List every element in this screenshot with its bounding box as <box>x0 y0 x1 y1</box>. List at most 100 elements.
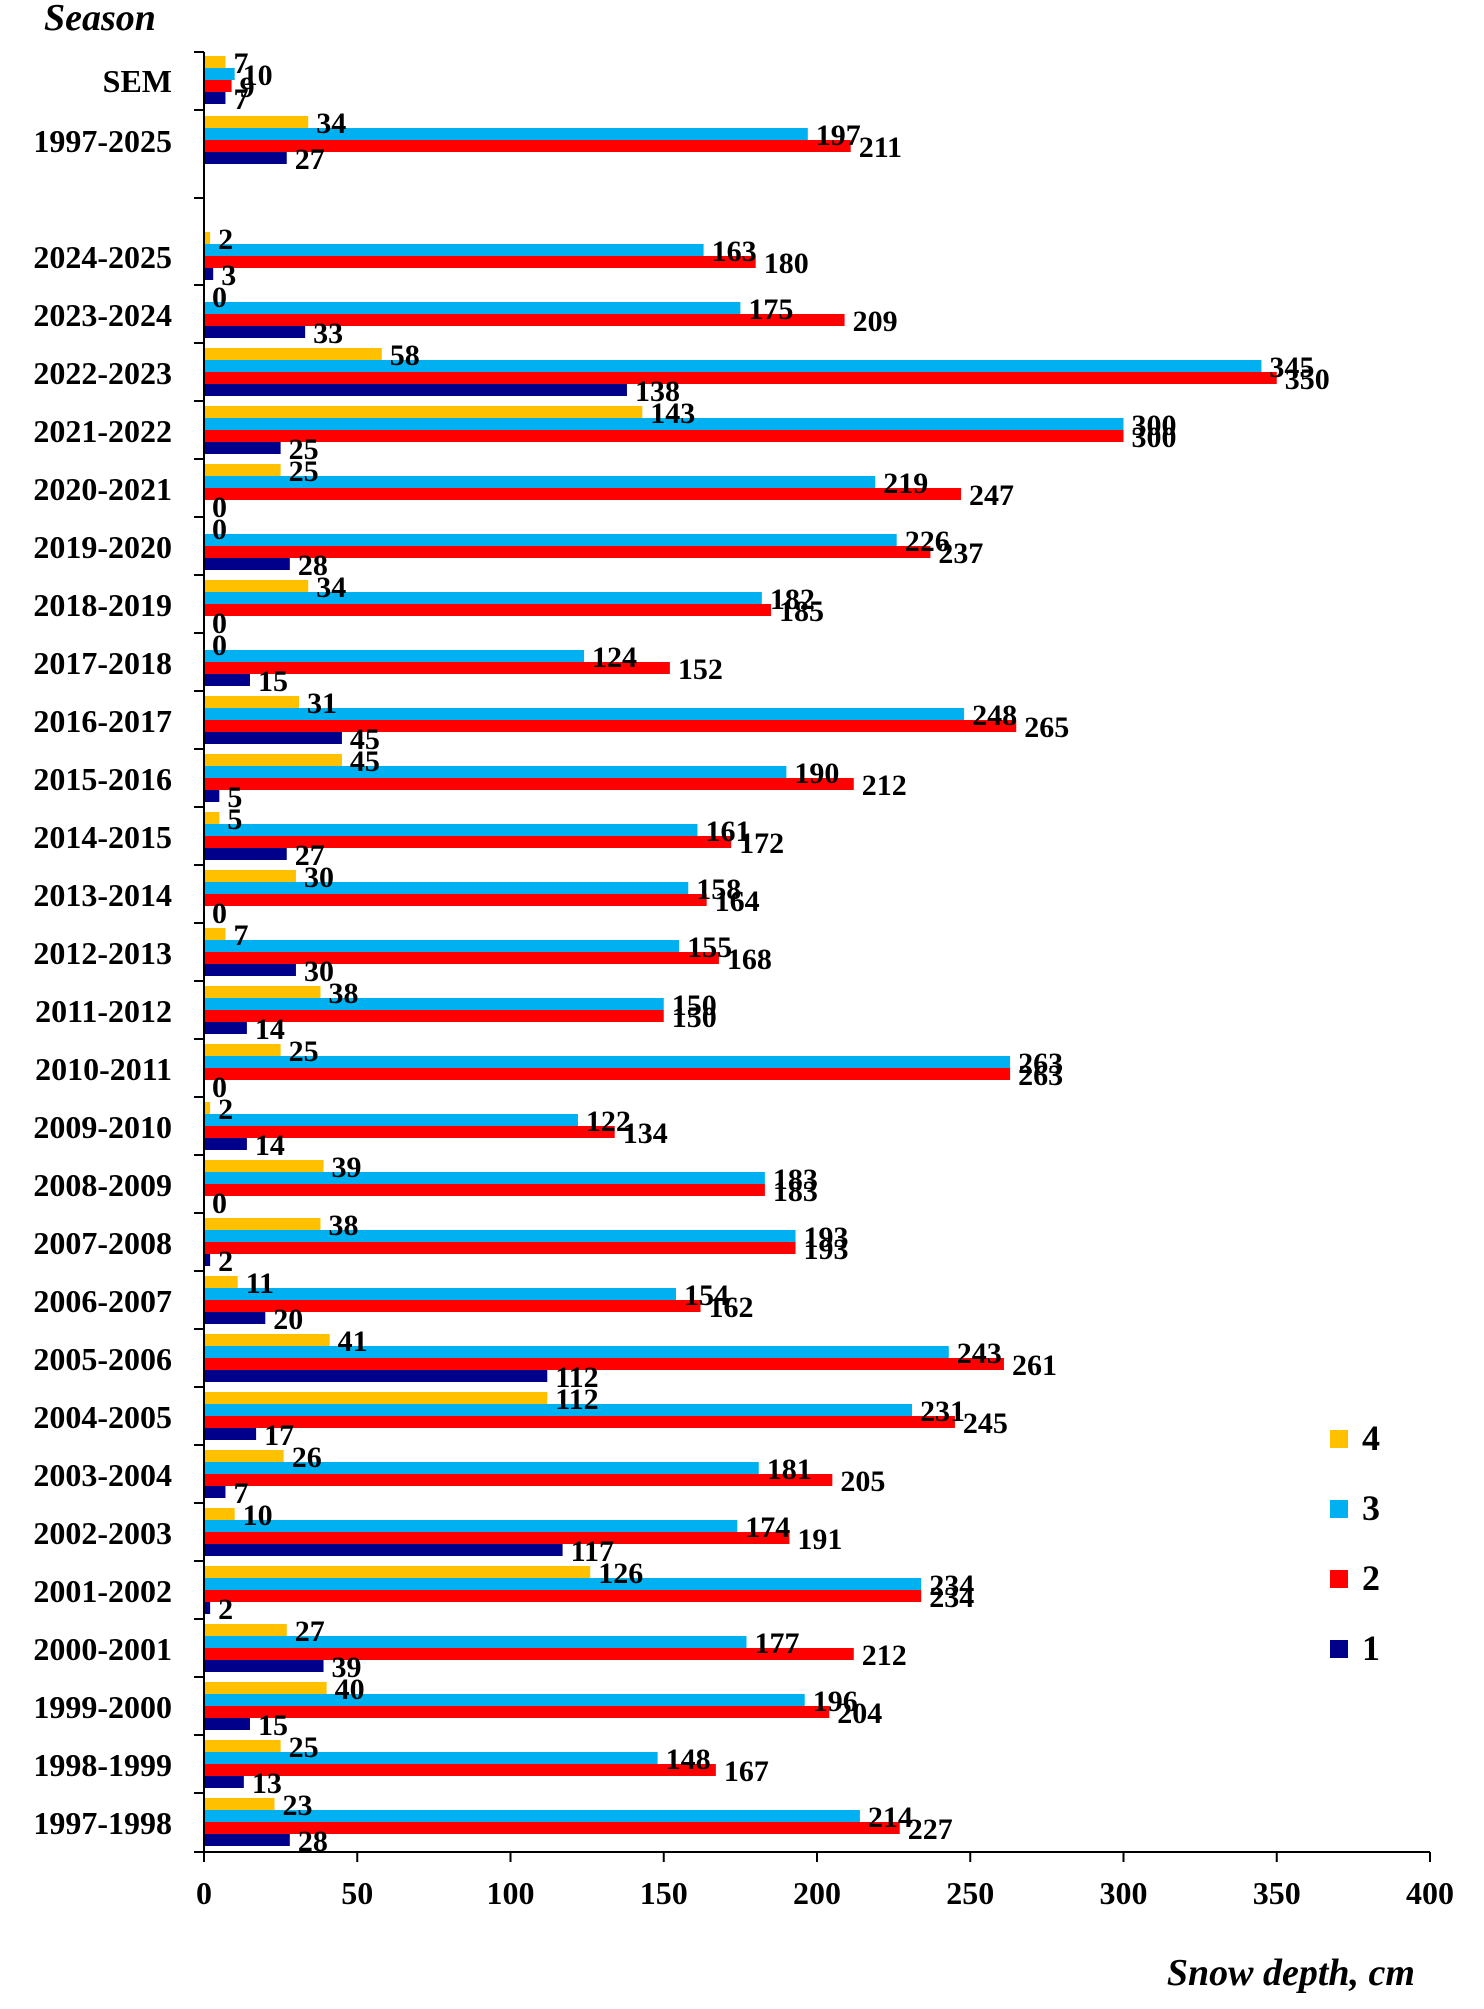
bar-s3-2001-2002 <box>204 1578 922 1590</box>
bar-value-label: 5 <box>227 781 242 814</box>
y-tick-label: 2003-2004 <box>33 1457 172 1493</box>
bar-s2-2019-2020 <box>204 546 931 558</box>
bar-s1-2002-2003 <box>204 1544 563 1556</box>
bar-value-label: 30 <box>304 955 334 988</box>
legend-swatch-1 <box>1330 1640 1348 1658</box>
bar-s2-2022-2023 <box>204 372 1277 384</box>
bar-s1-2021-2022 <box>204 442 281 454</box>
bar-s1-2017-2018 <box>204 674 250 686</box>
y-tick-label: 1997-1998 <box>33 1805 172 1841</box>
bar-value-label: 345 <box>1269 351 1314 384</box>
bar-value-label: 196 <box>813 1685 858 1718</box>
bar-s3-2014-2015 <box>204 824 698 836</box>
bar-value-label: 143 <box>650 397 695 430</box>
bar-value-label: 248 <box>972 699 1017 732</box>
bar-value-label: 124 <box>592 641 637 674</box>
y-tick-label: 2010-2011 <box>35 1051 172 1087</box>
bar-s2-2023-2024 <box>204 314 845 326</box>
bar-value-label: 265 <box>1024 711 1069 744</box>
bar-value-label: 112 <box>555 1361 598 1394</box>
bar-value-label: 9 <box>240 71 255 104</box>
bar-value-label: 177 <box>755 1627 800 1660</box>
bar-s4-2021-2022 <box>204 406 643 418</box>
bar-s3-2017-2018 <box>204 650 585 662</box>
x-tick-label: 400 <box>1406 1875 1454 1911</box>
bar-value-label: 2 <box>218 1593 233 1626</box>
bar-value-label: 180 <box>764 247 809 280</box>
bar-value-label: 150 <box>672 1001 717 1034</box>
bar-value-label: 152 <box>678 653 723 686</box>
bar-value-label: 226 <box>905 525 950 558</box>
bar-s4-2022-2023 <box>204 348 382 360</box>
bar-value-label: 11 <box>246 1267 274 1300</box>
bar-value-label: 25 <box>289 433 319 466</box>
bar-s2-2007-2008 <box>204 1242 796 1254</box>
bar-value-label: 112 <box>555 1383 598 1416</box>
bar-s1-2012-2013 <box>204 964 296 976</box>
bar-value-label: 185 <box>779 595 824 628</box>
legend-swatch-4 <box>1330 1430 1348 1448</box>
bar-s1-2023-2024 <box>204 326 306 338</box>
bar-value-label: 0 <box>212 513 227 546</box>
bar-s4-2024-2025 <box>204 232 211 244</box>
bar-s2-2002-2003 <box>204 1532 790 1544</box>
bar-value-label: 38 <box>328 977 358 1010</box>
y-tick-label: 1997-2025 <box>33 123 172 159</box>
y-tick-label: 2014-2015 <box>33 819 172 855</box>
bar-value-label: 158 <box>696 873 741 906</box>
bar-value-label: 163 <box>712 235 757 268</box>
bar-value-label: 183 <box>773 1175 818 1208</box>
y-tick-label: 2000-2001 <box>33 1631 172 1667</box>
bar-s3-2019-2020 <box>204 534 897 546</box>
y-tick-label: 2023-2024 <box>33 297 172 333</box>
bar-value-label: 15 <box>258 1709 288 1742</box>
bar-value-label: 40 <box>335 1673 365 1706</box>
bar-value-label: 41 <box>338 1325 368 1358</box>
y-tick-label: 2006-2007 <box>33 1283 172 1319</box>
bar-s2-2012-2013 <box>204 952 719 964</box>
bar-s4-2018-2019 <box>204 580 309 592</box>
bar-value-label: 193 <box>804 1221 849 1254</box>
bar-s2-2011-2012 <box>204 1010 664 1022</box>
y-tick-label: 2018-2019 <box>33 587 172 623</box>
bar-s3-2004-2005 <box>204 1404 913 1416</box>
legend-label-1: 1 <box>1362 1628 1380 1668</box>
bar-value-label: 183 <box>773 1163 818 1196</box>
bar-value-label: 38 <box>328 1209 358 1242</box>
y-tick-label: 2019-2020 <box>33 529 172 565</box>
bar-value-label: 234 <box>929 1569 974 1602</box>
bar-s1-2003-2004 <box>204 1486 226 1498</box>
bar-value-label: 212 <box>862 769 907 802</box>
y-tick-label: SEM <box>103 63 172 99</box>
bar-s4-2001-2002 <box>204 1566 591 1578</box>
bar-s1-1999-2000 <box>204 1718 250 1730</box>
bar-value-label: 155 <box>687 931 732 964</box>
bar-s3-2008-2009 <box>204 1172 765 1184</box>
bar-value-label: 205 <box>840 1465 885 1498</box>
legend-swatch-3 <box>1330 1500 1348 1518</box>
bar-s3-2005-2006 <box>204 1346 949 1358</box>
bar-s1-2005-2006 <box>204 1370 548 1382</box>
x-tick-label: 50 <box>341 1875 373 1911</box>
bar-s1-2016-2017 <box>204 732 342 744</box>
bar-s4-2002-2003 <box>204 1508 235 1520</box>
bar-value-label: 2 <box>218 1093 233 1126</box>
y-tick-label: 2012-2013 <box>33 935 172 971</box>
bar-s2-2014-2015 <box>204 836 732 848</box>
bar-s4-1999-2000 <box>204 1682 327 1694</box>
bar-value-label: 263 <box>1018 1059 1063 1092</box>
bar-value-label: 300 <box>1132 421 1177 454</box>
legend-label-4: 4 <box>1362 1418 1380 1458</box>
bar-s1-2019-2020 <box>204 558 290 570</box>
bar-s3-2011-2012 <box>204 998 664 1010</box>
bar-value-label: 7 <box>233 47 248 80</box>
bar-value-label: 164 <box>715 885 760 918</box>
bar-s2-2005-2006 <box>204 1358 1004 1370</box>
axes-layer: SEM 1997-2025 2024-2025 2023-2024 2022-2023 2… <box>33 51 1454 1911</box>
bar-value-label: 0 <box>212 629 227 662</box>
bar-value-label: 0 <box>212 1071 227 1104</box>
y-tick-label: 2001-2002 <box>33 1573 172 1609</box>
bar-s4-2014-2015 <box>204 812 220 824</box>
bar-value-label: 25 <box>289 1035 319 1068</box>
